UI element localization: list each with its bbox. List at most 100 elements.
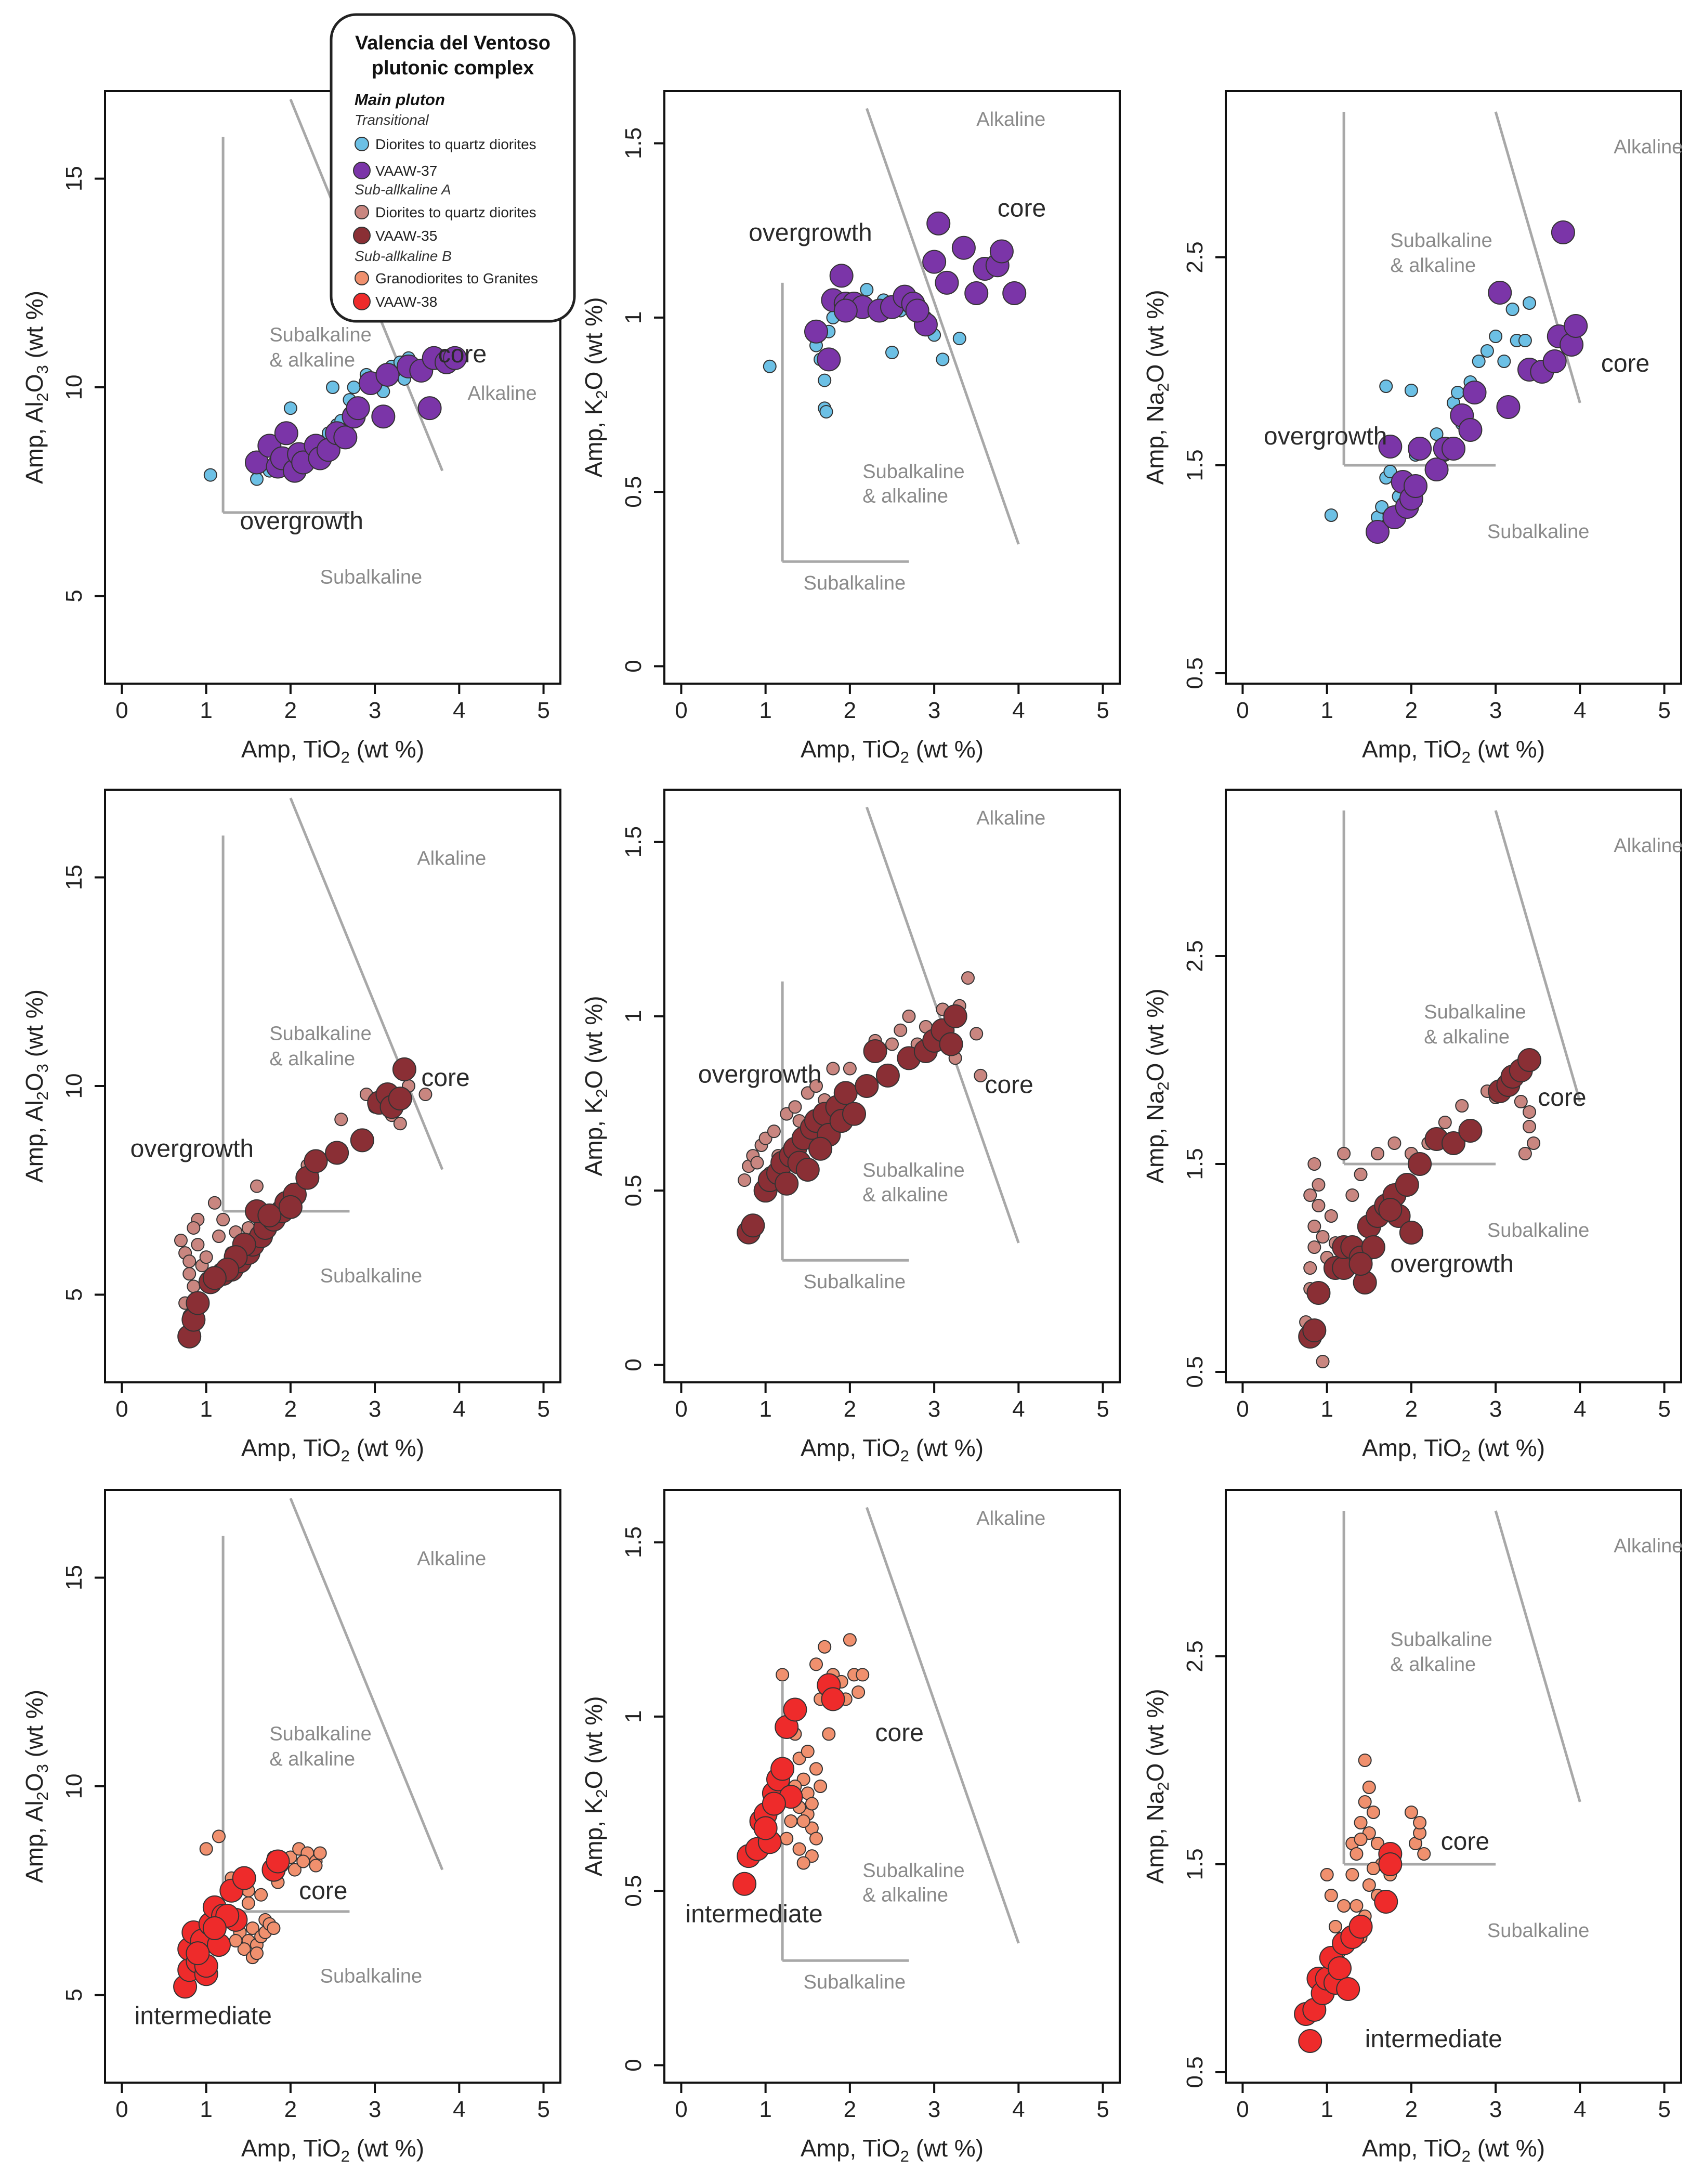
y-axis-title: Amp, K2O (wt %) — [580, 297, 611, 478]
data-point — [202, 1916, 227, 1940]
field-boundary-line — [1494, 1510, 1581, 1802]
x-tick-label: 0 — [675, 1396, 687, 1422]
x-tick-label: 5 — [537, 1396, 549, 1422]
x-axis-title-main: Amp, TiO — [241, 2135, 341, 2162]
field-boundary-line — [865, 108, 1020, 545]
x-axis-title: Amp, TiO2 (wt %) — [801, 1434, 984, 1465]
data-point — [796, 1856, 810, 1870]
legend-marker-vaaw37 — [353, 162, 371, 179]
data-point — [1564, 314, 1588, 338]
data-point — [1424, 457, 1449, 481]
data-point — [770, 1757, 795, 1781]
y-tick-label: 0.5 — [1182, 657, 1208, 689]
data-point — [1312, 1178, 1326, 1192]
y-axis-title-main: Amp, Na — [1142, 391, 1169, 485]
data-point — [817, 347, 841, 372]
data-point — [266, 1849, 290, 1874]
plot-frame — [1225, 1489, 1682, 2084]
y-axis-title-main: Amp, Na — [1142, 1790, 1169, 1884]
data-point — [1523, 296, 1536, 310]
data-point — [274, 421, 298, 446]
data-point — [1417, 1847, 1431, 1861]
y-axis-title-main: Amp, Al — [21, 401, 48, 484]
data-point — [288, 1863, 302, 1877]
field-label: Alkaline — [1614, 1535, 1683, 1557]
field-label: & alkaline — [269, 1048, 355, 1070]
field-label: Subalkaline — [804, 1971, 906, 1993]
x-tick-label: 4 — [1574, 1396, 1586, 1422]
series-vaaw-35 — [1298, 1048, 1541, 1349]
legend-marker-transitional-small — [355, 137, 369, 151]
x-axis-title-sub: 2 — [1462, 2147, 1471, 2165]
y-tick-label: 1 — [621, 311, 646, 324]
field-label: Subalkaline — [269, 1723, 371, 1745]
data-point — [762, 1791, 786, 1816]
data-point — [1378, 1852, 1403, 1876]
data-point — [182, 1254, 197, 1268]
field-label: Subalkaline — [1390, 230, 1492, 252]
data-point — [283, 401, 297, 415]
x-tick-label: 3 — [928, 698, 940, 723]
data-point — [1399, 1221, 1423, 1245]
data-point — [1337, 1899, 1351, 1913]
annotation-overgrowth: overgrowth — [130, 1135, 254, 1162]
y-tick-label: 1.5 — [621, 127, 646, 159]
data-point — [1387, 1136, 1401, 1150]
x-tick-label: 4 — [453, 1396, 465, 1422]
data-point — [1371, 1147, 1384, 1160]
y-tick-label: 0.5 — [621, 1175, 646, 1207]
y-axis-title-main: Amp, Na — [1142, 1090, 1169, 1183]
data-point — [212, 1230, 226, 1244]
data-point — [970, 1027, 984, 1041]
data-point — [388, 1087, 412, 1111]
annotation-overgrowth: overgrowth — [698, 1061, 821, 1088]
x-tick-label: 4 — [453, 2097, 465, 2122]
data-point — [741, 1213, 765, 1238]
data-point — [1404, 1806, 1418, 1819]
legend-entry-vaaw37: VAAW-37 — [375, 163, 437, 179]
data-point — [796, 1814, 810, 1828]
x-tick-label: 3 — [1489, 1396, 1502, 1422]
x-axis-title-sub: 2 — [1462, 1447, 1471, 1465]
x-tick-label: 5 — [1096, 698, 1109, 723]
plot-frame — [1225, 90, 1682, 685]
data-point — [1383, 465, 1397, 478]
x-tick-label: 0 — [675, 2097, 687, 2122]
x-axis-title-main: Amp, TiO — [1362, 736, 1462, 763]
data-point — [1518, 334, 1532, 347]
data-point — [1518, 1147, 1532, 1160]
data-point — [304, 1149, 328, 1173]
data-point — [1348, 1915, 1373, 1939]
data-point — [187, 1221, 201, 1235]
data-point — [885, 345, 899, 359]
x-tick-label: 3 — [928, 2097, 940, 2122]
data-point — [187, 1279, 201, 1293]
data-point — [1523, 1105, 1536, 1119]
field-label: Alkaline — [468, 383, 537, 404]
y-axis-title-tail: (wt %) — [1142, 290, 1169, 364]
data-point — [788, 1100, 802, 1114]
data-point — [254, 1888, 268, 1902]
data-point — [1345, 1188, 1359, 1202]
legend-group-transitional: Transitional — [355, 112, 429, 128]
data-point — [1472, 355, 1486, 368]
data-point — [1362, 1781, 1376, 1794]
data-point — [842, 1102, 866, 1126]
annotation-core: core — [985, 1071, 1033, 1098]
field-label: Subalkaline — [862, 1860, 964, 1881]
y-axis-title: Amp, Al2O3 (wt %) — [21, 1690, 51, 1883]
x-axis-title-main: Amp, TiO — [241, 1434, 341, 1461]
field-label: Alkaline — [1614, 136, 1683, 158]
x-tick-label: 2 — [844, 1396, 856, 1422]
data-point — [1307, 1157, 1321, 1171]
data-point — [1408, 1152, 1432, 1176]
series-diorites-to-quartz-diorites — [738, 971, 988, 1187]
data-point — [1527, 1136, 1541, 1150]
x-axis-title-sub: 2 — [900, 748, 909, 766]
y-tick-label: 1 — [621, 1010, 646, 1023]
